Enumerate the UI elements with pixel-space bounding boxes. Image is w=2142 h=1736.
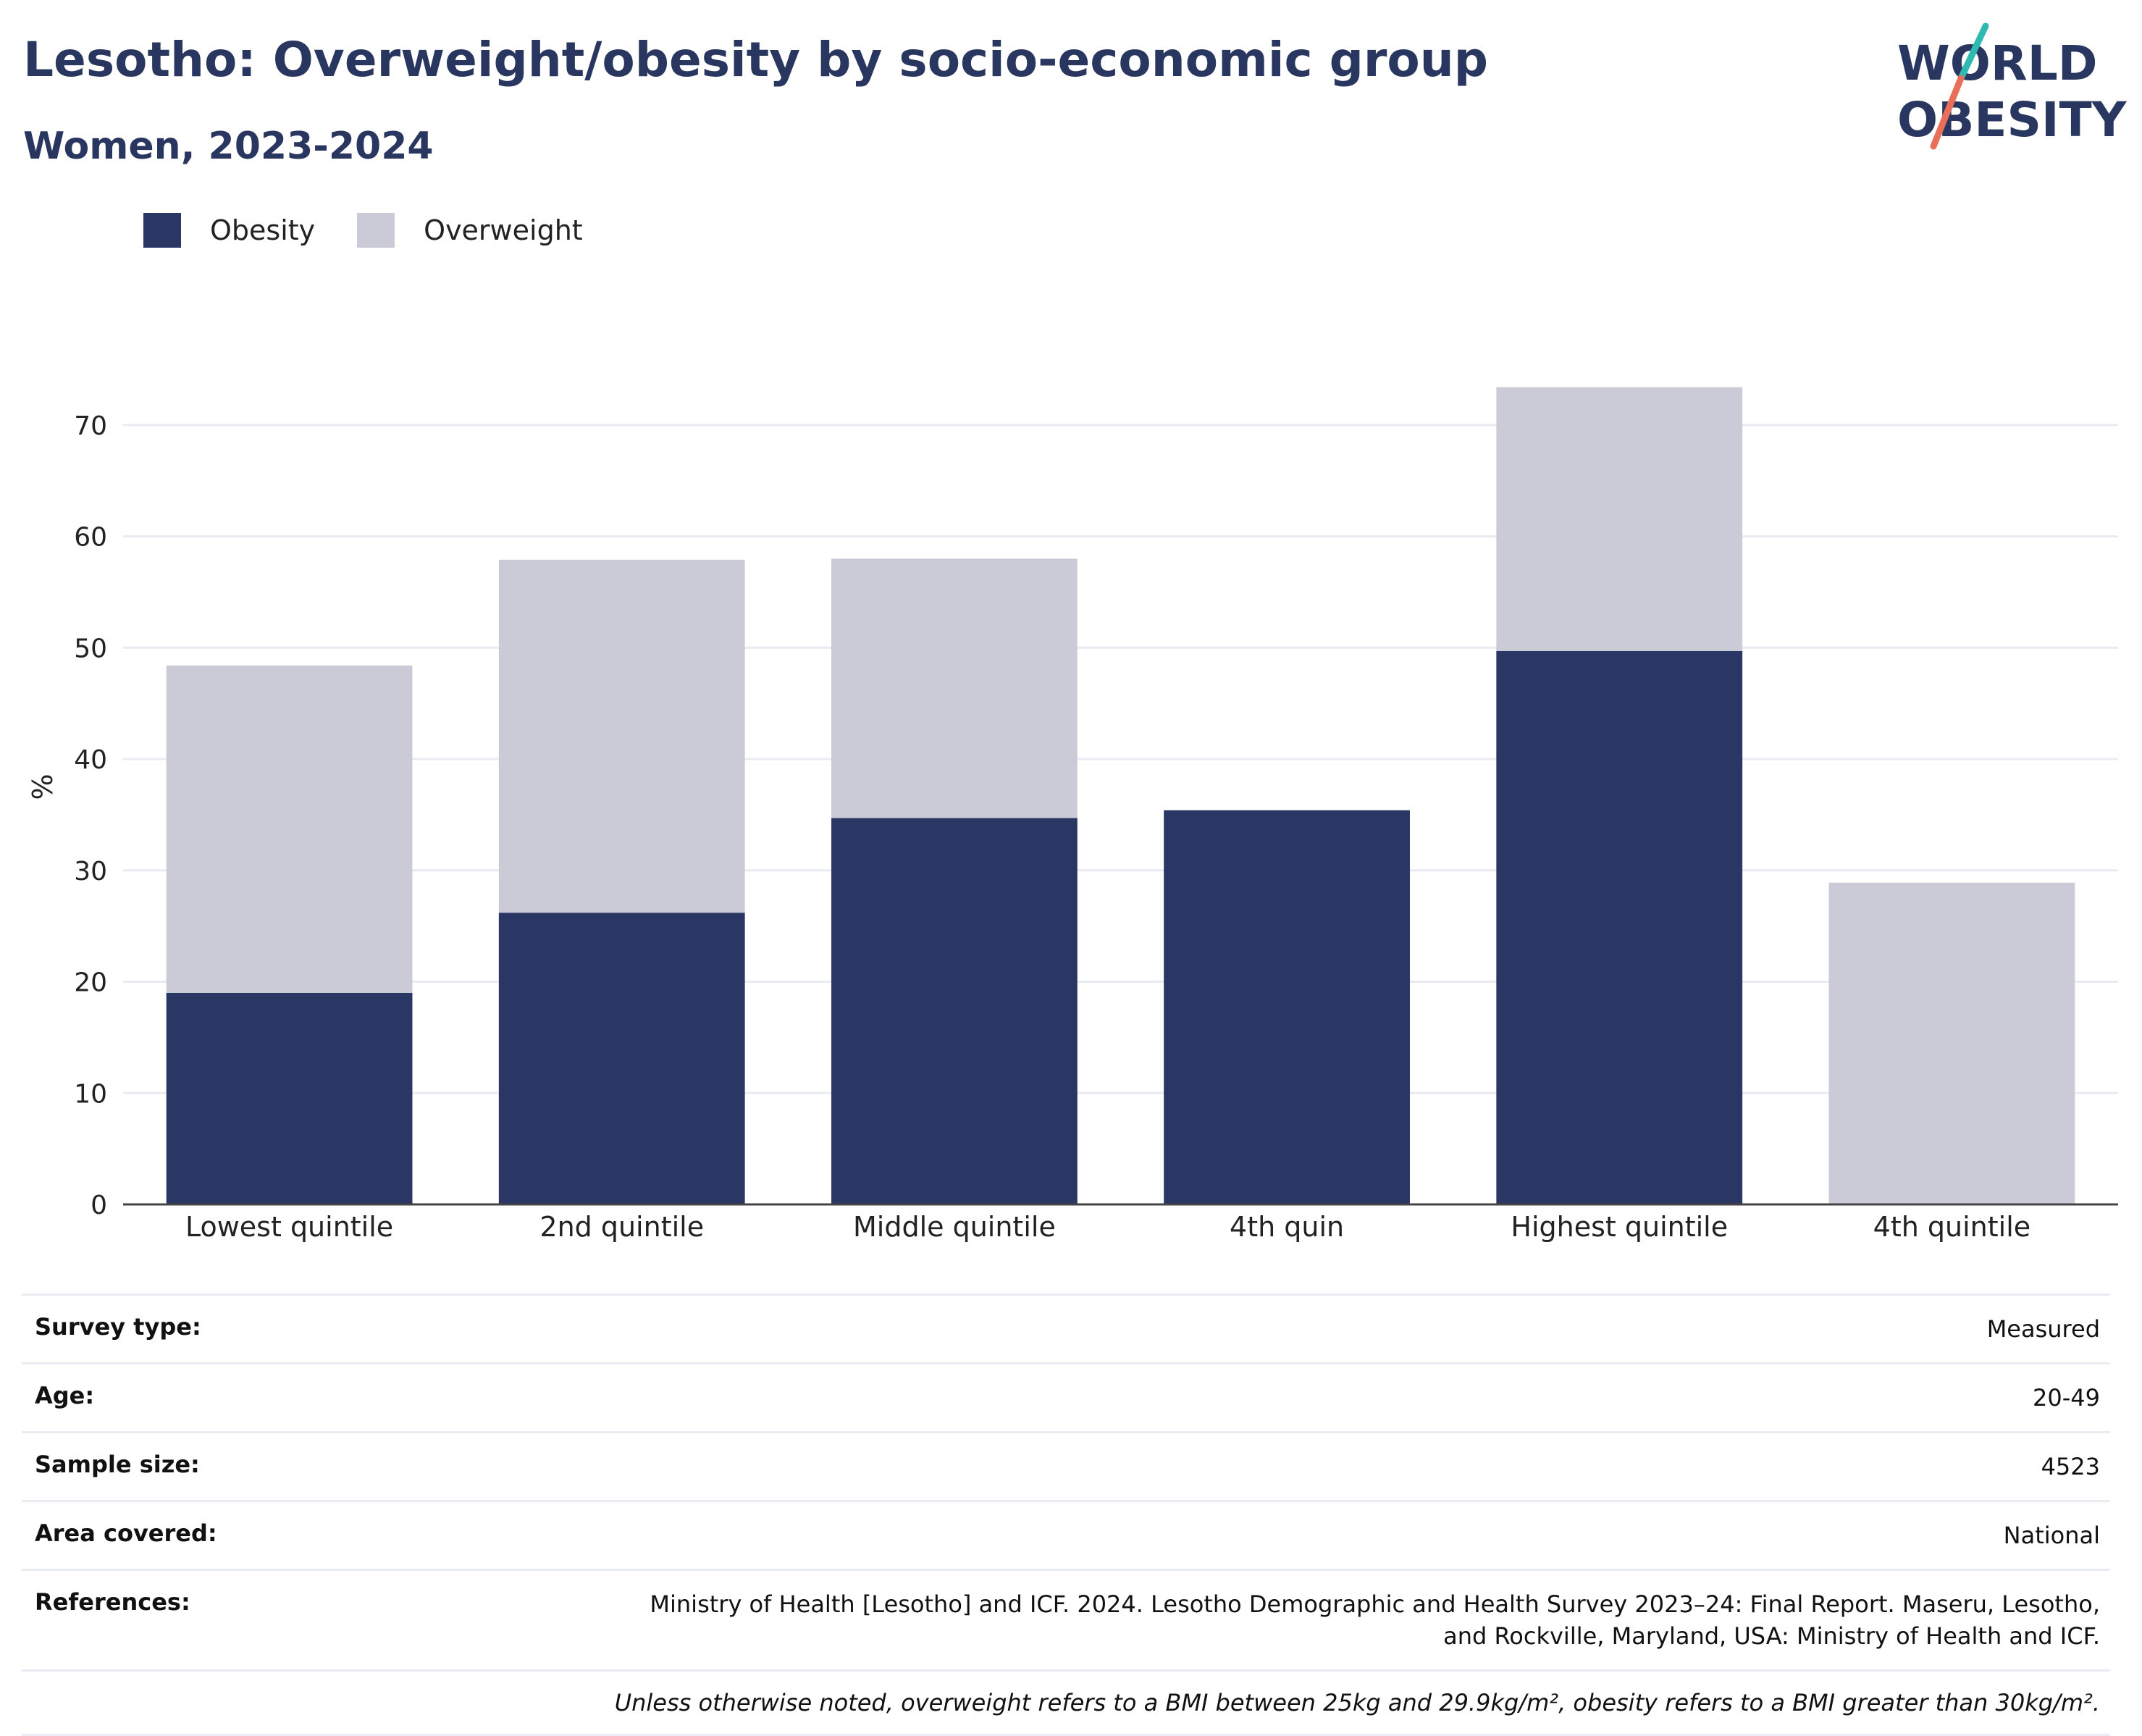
bar-overweight-2 xyxy=(498,559,745,913)
bmi-definition-note: Unless otherwise noted, overweight refer… xyxy=(22,1669,2110,1736)
x-tick-label: 2nd quintile xyxy=(539,1211,704,1243)
x-tick-label: Middle quintile xyxy=(853,1211,1056,1243)
stacked-bar-chart: 0 10 20 30 40 50 60 70% Lowest quintile 2nd quint… xyxy=(27,387,2118,1243)
legend-swatch-overweight xyxy=(357,213,395,248)
bar-overweight-3 xyxy=(831,558,1078,818)
y-tick-label: 50 xyxy=(74,634,107,663)
world-obesity-logo: WORLD OBESITY xyxy=(1897,22,2128,150)
info-key: Age: xyxy=(35,1382,95,1409)
y-tick-label: 0 xyxy=(91,1191,107,1220)
bar-overweight-6 xyxy=(1828,882,2075,1204)
x-tick-label: Highest quintile xyxy=(1511,1211,1728,1243)
y-tick-label: 40 xyxy=(74,745,107,775)
logo-slash-coral xyxy=(1930,75,1965,150)
bar-obesity-3 xyxy=(831,818,1078,1204)
info-value: National xyxy=(2003,1522,2100,1549)
info-row-sample-size: Sample size: 4523 xyxy=(22,1431,2110,1500)
logo-line-1: WORLD xyxy=(1897,35,2098,91)
survey-info-table: Survey type: Measured Age: 20-49 Sample … xyxy=(22,1293,2110,1736)
legend-item-overweight: Overweight xyxy=(357,213,583,248)
legend-label-overweight: Overweight xyxy=(424,214,583,246)
bar-obesity-2 xyxy=(498,913,745,1204)
x-tick-label: 4th quintile xyxy=(1873,1211,2030,1243)
logo-slash-teal xyxy=(1957,22,1989,82)
logo-line-2: OBESITY xyxy=(1897,92,2128,148)
y-tick-label: 10 xyxy=(74,1079,107,1109)
y-tick-label: 70 xyxy=(74,411,107,441)
legend-item-obesity: Obesity xyxy=(143,213,315,248)
info-value: 4523 xyxy=(2041,1453,2100,1480)
info-row-age: Age: 20-49 xyxy=(22,1362,2110,1431)
legend-swatch-obesity xyxy=(143,213,181,248)
x-tick-label: 4th quin xyxy=(1230,1211,1344,1243)
bar-obesity-5 xyxy=(1496,650,1743,1204)
info-row-survey-type: Survey type: Measured xyxy=(22,1293,2110,1362)
bar-obesity-4 xyxy=(1164,810,1410,1204)
info-row-references: References: Ministry of Health [Lesotho]… xyxy=(22,1569,2110,1669)
info-key: Survey type: xyxy=(35,1313,201,1341)
bar-obesity-1 xyxy=(166,992,413,1204)
chart-subtitle: Women, 2023-2024 xyxy=(23,125,434,168)
info-value: 20-49 xyxy=(2033,1384,2100,1412)
bar-overweight-1 xyxy=(166,665,413,993)
info-row-area-covered: Area covered: National xyxy=(22,1500,2110,1569)
info-key: Sample size: xyxy=(35,1451,200,1478)
chart-title: Lesotho: Overweight/obesity by socio-eco… xyxy=(23,32,1488,88)
y-tick-label: 30 xyxy=(74,857,107,886)
info-key: Area covered: xyxy=(35,1519,217,1547)
info-value: Measured xyxy=(1986,1315,2100,1343)
bar-overweight-5 xyxy=(1496,387,1743,651)
x-tick-label: Lowest quintile xyxy=(185,1211,393,1243)
y-tick-label: 60 xyxy=(74,523,107,553)
y-tick-label: 20 xyxy=(74,968,107,998)
info-value: Ministry of Health [Lesotho] and ICF. 20… xyxy=(650,1590,2100,1650)
y-axis-label: % xyxy=(27,773,59,800)
info-key: References: xyxy=(35,1588,190,1616)
legend-label-obesity: Obesity xyxy=(210,214,316,246)
chart-legend: Obesity Overweight xyxy=(143,213,625,248)
